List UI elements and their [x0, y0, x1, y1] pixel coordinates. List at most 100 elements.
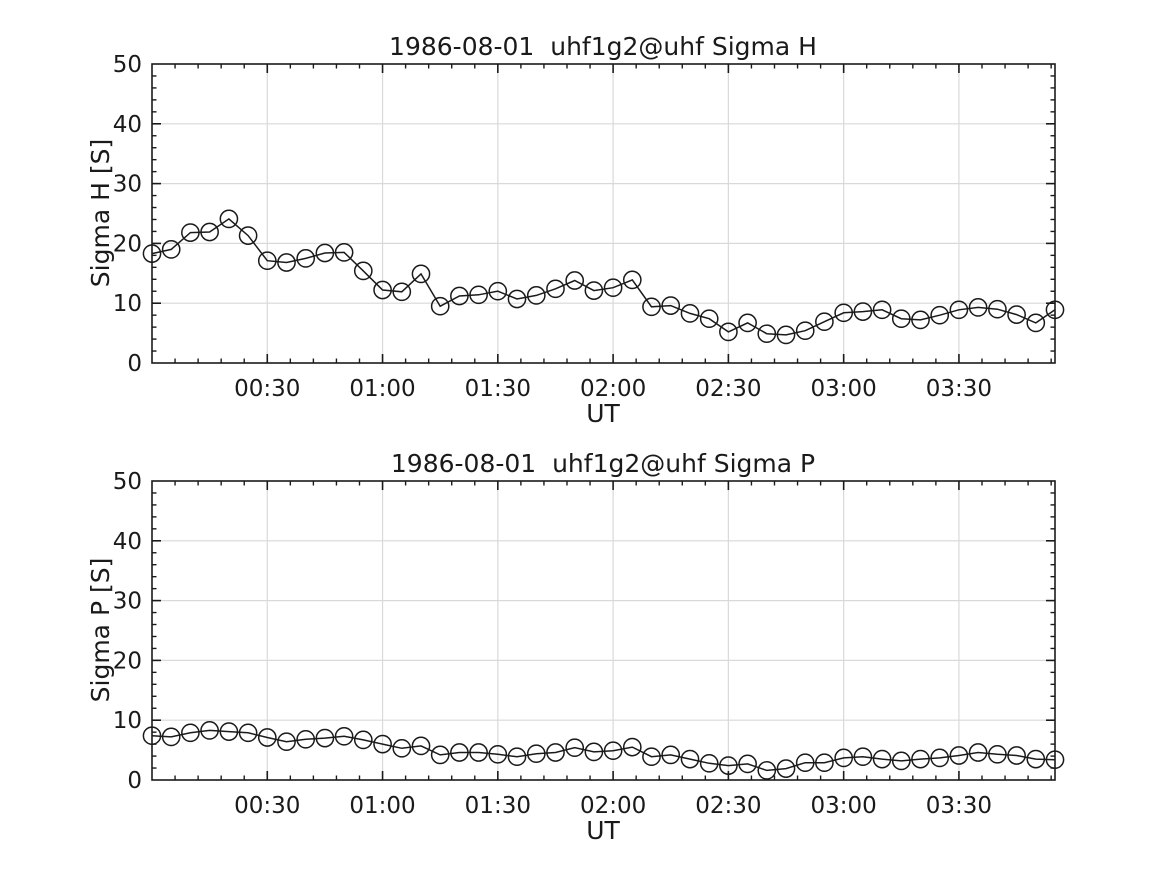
axes-frame — [151, 63, 1056, 364]
data-point-marker — [373, 280, 392, 300]
data-point-marker — [1045, 750, 1065, 770]
data-point-marker — [1007, 305, 1026, 324]
sigma-p-panel: 00:30 01:00 01:30 02:00 02:30 03:00 03:30 0 10 20… — [113, 469, 1065, 819]
data-point-marker — [526, 286, 546, 305]
data-point-marker — [738, 754, 757, 774]
x-tick-label: 02:30 — [695, 376, 761, 402]
data-point-marker — [161, 240, 181, 259]
x-tick-label: 03:30 — [926, 376, 992, 402]
data-point-marker — [680, 749, 700, 769]
data-point-marker — [776, 759, 796, 778]
data-point-marker — [411, 736, 431, 756]
data-point-marker — [1007, 746, 1026, 765]
data-point-marker — [930, 305, 950, 325]
data-point-marker — [181, 723, 200, 743]
data-point-marker — [699, 753, 719, 773]
data-point-marker — [930, 748, 950, 768]
data-point-marker — [507, 289, 527, 309]
data-point-marker — [834, 303, 854, 323]
sigma-h-panel: 00:30 01:00 01:30 02:00 02:30 03:00 03:30 0 10 20… — [113, 52, 1065, 402]
data-point-marker — [430, 745, 450, 765]
data-point-marker — [853, 747, 873, 767]
data-point-marker — [219, 722, 239, 741]
data-point-marker — [872, 749, 892, 769]
sigma-h-title: 1986-08-01 uhf1g2@uhf Sigma H — [389, 32, 817, 61]
data-point-marker — [142, 244, 162, 263]
data-point-marker — [968, 743, 988, 762]
data-point-marker — [161, 727, 181, 747]
y-tick-label: 10 — [113, 708, 142, 734]
data-point-marker — [430, 296, 450, 316]
data-point-marker — [315, 728, 335, 748]
data-point-marker — [891, 751, 911, 771]
data-point-marker — [277, 253, 296, 272]
data-point-marker — [757, 324, 777, 344]
data-point-marker — [373, 734, 392, 754]
data-point-marker — [257, 251, 277, 271]
data-point-marker — [622, 270, 642, 290]
data-point-marker — [257, 728, 277, 747]
data-point-marker — [699, 309, 719, 329]
x-tick-label: 00:30 — [234, 793, 300, 819]
data-point-marker — [181, 223, 200, 242]
data-point-marker — [219, 209, 239, 229]
axes-frame — [151, 480, 1056, 781]
data-point-marker — [949, 746, 969, 765]
data-point-marker — [815, 312, 834, 332]
data-point-marker — [680, 304, 700, 323]
y-tick-label: 30 — [113, 589, 142, 615]
data-point-marker — [911, 310, 930, 330]
data-point-marker — [911, 749, 930, 769]
data-line — [151, 729, 1056, 772]
data-point-marker — [622, 737, 642, 757]
data-point-marker — [469, 285, 488, 305]
data-point-marker — [776, 325, 796, 345]
data-point-marker — [488, 281, 508, 301]
data-point-marker — [603, 741, 623, 761]
data-point-marker — [200, 222, 219, 242]
data-point-marker — [565, 738, 585, 758]
data-point-marker — [815, 753, 834, 773]
data-point-marker — [1026, 749, 1046, 769]
data-line — [151, 217, 1056, 336]
data-point-marker — [872, 300, 892, 320]
data-point-marker — [507, 747, 527, 767]
sigma-h-x-axis-label: UT — [586, 399, 620, 428]
x-tick-label: 01:00 — [349, 793, 415, 819]
data-point-marker — [719, 756, 738, 775]
x-tick-label: 01:30 — [465, 793, 531, 819]
data-point-marker — [757, 761, 777, 780]
data-point-marker — [238, 723, 258, 743]
data-point-marker — [353, 730, 373, 750]
data-point-marker — [315, 243, 335, 263]
data-point-marker — [296, 729, 316, 749]
data-point-marker — [738, 313, 757, 333]
data-point-marker — [238, 226, 258, 245]
x-tick-label: 03:30 — [926, 793, 992, 819]
data-point-marker — [450, 286, 469, 306]
sigma-p-x-axis-label: UT — [586, 816, 620, 845]
y-tick-label: 0 — [127, 768, 142, 794]
x-tick-label: 02:30 — [695, 793, 761, 819]
data-point-marker — [1045, 300, 1065, 320]
data-point-marker — [834, 748, 854, 768]
data-point-marker — [334, 243, 354, 262]
y-tick-label: 30 — [113, 172, 142, 198]
data-point-marker — [795, 753, 815, 773]
y-tick-label: 0 — [127, 351, 142, 377]
data-point-marker — [949, 300, 969, 320]
data-point-marker — [988, 744, 1007, 764]
data-point-marker — [565, 271, 585, 290]
y-tick-label: 20 — [113, 231, 142, 257]
data-point-marker — [142, 726, 162, 746]
data-point-marker — [353, 261, 373, 281]
data-point-marker — [526, 744, 546, 764]
data-point-marker — [200, 721, 219, 740]
y-tick-label: 50 — [113, 52, 142, 78]
data-point-marker — [411, 264, 431, 284]
x-tick-label: 03:00 — [811, 376, 877, 402]
data-point-marker — [392, 282, 412, 302]
sigma-p-y-axis-label: Sigma P [S] — [86, 558, 115, 703]
x-tick-label: 02:00 — [580, 793, 646, 819]
data-point-marker — [642, 747, 661, 767]
